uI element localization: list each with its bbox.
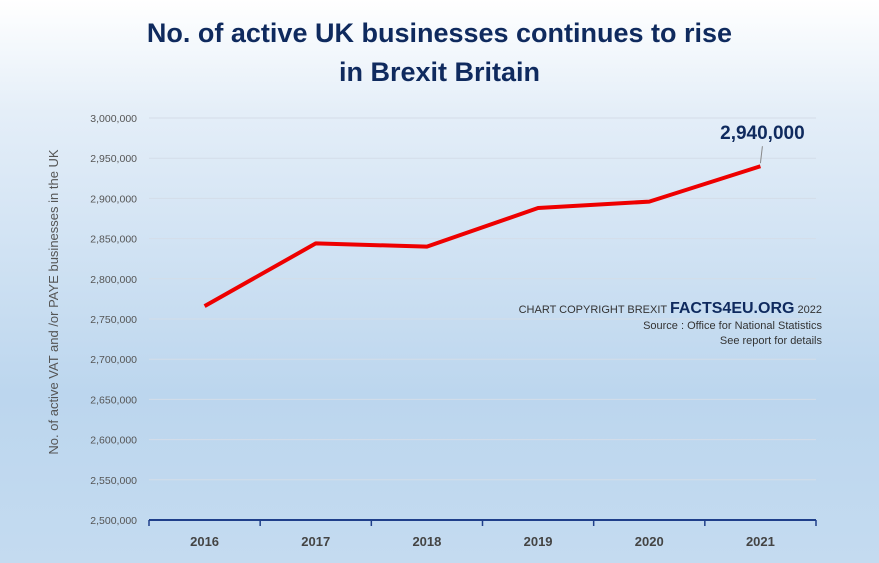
chart-title: No. of active UK businesses continues to… — [0, 14, 879, 92]
chart-title-line-2: in Brexit Britain — [338, 57, 541, 87]
details-note: See report for details — [719, 335, 822, 347]
chart-title-line-1: No. of active UK businesses continues to… — [146, 18, 733, 48]
x-tick-label: 2020 — [635, 534, 664, 549]
x-tick-label: 2017 — [301, 534, 330, 549]
copyright-year: 2022 — [797, 304, 822, 316]
y-tick-label: 2,800,000 — [90, 274, 137, 286]
y-tick-label: 2,650,000 — [90, 394, 137, 406]
y-tick-label: 2,850,000 — [90, 234, 137, 246]
copyright-note: CHART COPYRIGHT BREXIT FACTS4EU.ORG 2022 — [519, 300, 822, 318]
y-tick-label: 2,900,000 — [90, 193, 137, 205]
data-label-leader — [759, 146, 763, 164]
source-note: Source : Office for National Statistics — [643, 320, 822, 332]
y-tick-label: 2,500,000 — [90, 515, 137, 527]
data-line — [203, 164, 762, 308]
x-tick-label: 2016 — [190, 534, 219, 549]
brand-logo-text: FACTS4EU.ORG — [669, 300, 795, 317]
y-tick-label: 2,950,000 — [90, 153, 137, 165]
y-tick-label: 2,700,000 — [90, 354, 137, 366]
y-tick-label: 2,550,000 — [90, 475, 137, 487]
x-tick-label: 2021 — [746, 534, 775, 549]
y-tick-label: 3,000,000 — [90, 113, 137, 125]
x-tick-label: 2019 — [524, 534, 553, 549]
y-axis-label: No. of active VAT and /or PAYE businesse… — [46, 149, 61, 454]
y-tick-label: 2,750,000 — [90, 314, 137, 326]
copyright-prefix: CHART COPYRIGHT BREXIT — [518, 304, 667, 316]
y-tick-label: 2,600,000 — [90, 435, 137, 447]
x-tick-label: 2018 — [412, 534, 441, 549]
data-label: 2,940,000 — [720, 123, 805, 144]
